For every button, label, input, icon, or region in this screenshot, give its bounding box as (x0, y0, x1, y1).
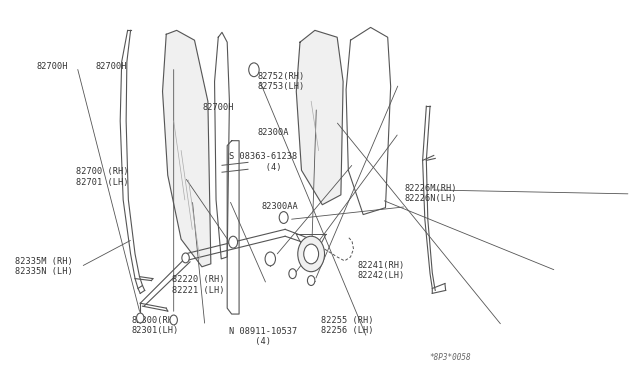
Circle shape (170, 315, 177, 325)
Circle shape (265, 252, 275, 266)
Circle shape (298, 236, 324, 272)
Polygon shape (296, 31, 343, 205)
Text: 82752(RH)
82753(LH): 82752(RH) 82753(LH) (257, 72, 305, 91)
Text: 82226M(RH)
82226N(LH): 82226M(RH) 82226N(LH) (404, 184, 457, 203)
Circle shape (307, 276, 315, 285)
Circle shape (289, 269, 296, 279)
Text: N 08911-10537
     (4): N 08911-10537 (4) (228, 327, 297, 346)
Circle shape (182, 253, 189, 263)
Text: 82700 (RH)
82701 (LH): 82700 (RH) 82701 (LH) (77, 167, 129, 186)
Circle shape (304, 244, 319, 264)
Text: 82700H: 82700H (95, 62, 127, 71)
Text: 82700H: 82700H (202, 103, 234, 112)
Text: 82300A: 82300A (257, 128, 289, 137)
Circle shape (249, 63, 259, 77)
Circle shape (279, 212, 288, 224)
Text: 82300AA: 82300AA (262, 202, 299, 211)
Text: *8P3*0058: *8P3*0058 (429, 353, 471, 362)
Circle shape (136, 313, 144, 323)
Text: 82700H: 82700H (36, 62, 68, 71)
Text: S 08363-61238
       (4): S 08363-61238 (4) (228, 153, 297, 172)
Text: 82300(RH)
82301(LH): 82300(RH) 82301(LH) (131, 315, 179, 335)
Circle shape (228, 236, 237, 248)
Text: 82255 (RH)
82256 (LH): 82255 (RH) 82256 (LH) (321, 315, 374, 335)
Polygon shape (163, 31, 211, 267)
Text: 82220 (RH)
82221 (LH): 82220 (RH) 82221 (LH) (172, 275, 224, 295)
Text: 82335M (RH)
82335N (LH): 82335M (RH) 82335N (LH) (15, 257, 72, 276)
Text: 82241(RH)
82242(LH): 82241(RH) 82242(LH) (357, 260, 404, 280)
